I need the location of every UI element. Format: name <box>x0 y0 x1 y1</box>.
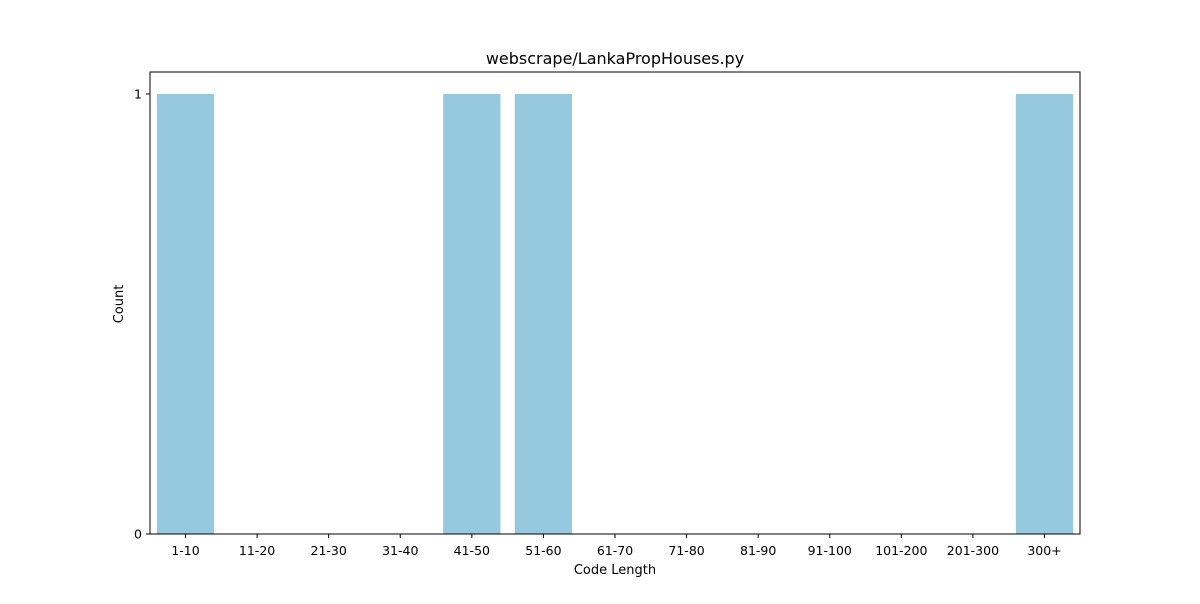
x-tick-label: 41-50 <box>454 543 490 558</box>
x-tick-label: 61-70 <box>597 543 633 558</box>
x-tick-label: 300+ <box>1027 543 1061 558</box>
chart-title: webscrape/LankaPropHouses.py <box>486 49 744 68</box>
bar-1-10 <box>156 94 215 534</box>
x-axis-label: Code Length <box>574 563 656 578</box>
x-tick-label: 11-20 <box>239 543 275 558</box>
y-tick-label: 0 <box>134 527 142 542</box>
bar-41-50 <box>443 94 501 534</box>
bar-51-60 <box>514 94 573 534</box>
x-tick-label: 1-10 <box>171 543 199 558</box>
y-axis-label: Count <box>112 285 127 324</box>
x-tick-label: 101-200 <box>875 543 927 558</box>
y-axis-ticks: 01 <box>134 87 150 542</box>
x-tick-label: 201-300 <box>947 543 999 558</box>
x-tick-label: 31-40 <box>382 543 418 558</box>
x-tick-label: 71-80 <box>668 543 704 558</box>
x-tick-label: 51-60 <box>525 543 561 558</box>
bars-group <box>156 94 1074 534</box>
x-tick-label: 21-30 <box>311 543 347 558</box>
x-tick-label: 91-100 <box>808 543 852 558</box>
x-tick-label: 81-90 <box>740 543 776 558</box>
plot-frame <box>149 71 1081 535</box>
x-axis-ticks: 1-10 11-20 21-30 31-40 41-50 51-60 61-70 71-80 8… <box>171 534 1062 558</box>
y-tick-label: 1 <box>134 87 142 102</box>
bar-300+ <box>1015 94 1074 534</box>
